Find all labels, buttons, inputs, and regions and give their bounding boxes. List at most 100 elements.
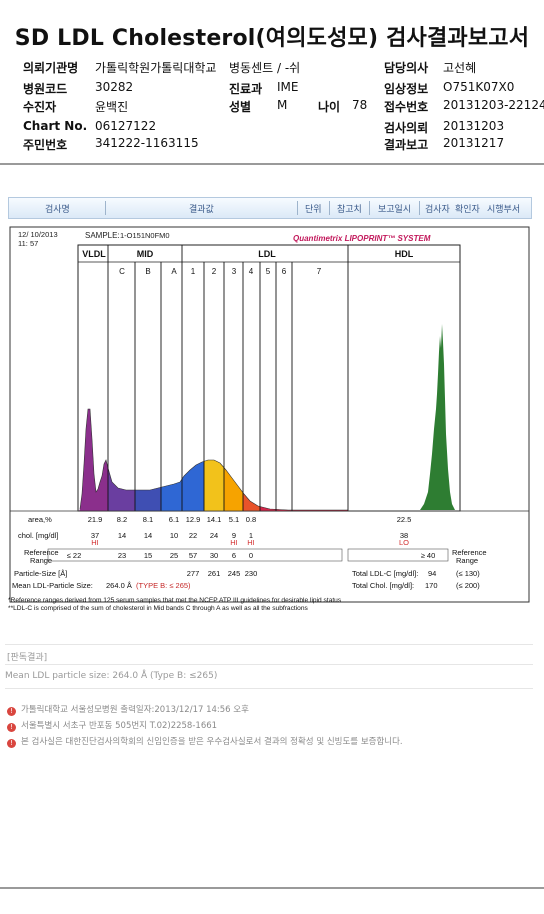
band-c-label: C [119, 267, 125, 276]
col-separator [369, 201, 370, 215]
footer-hospital: 가톨릭대학교 서울성모병원 출력일자:2013/12/17 14:56 오후 [21, 705, 249, 715]
mean-type: (TYPE B: ≤ 265) [136, 581, 191, 590]
area-value: 0.8 [246, 515, 256, 524]
footer-divider [5, 688, 533, 689]
sex-value: M [277, 98, 288, 112]
peak-band-4 [182, 461, 204, 511]
area-value: 12.9 [186, 515, 201, 524]
area-value: 8.2 [117, 515, 127, 524]
total-ldl-value: 94 [428, 569, 436, 578]
sex-label: 성별 [229, 100, 252, 114]
band-2-label: 2 [212, 267, 217, 276]
area-value: 5.1 [229, 515, 239, 524]
reference-box [47, 548, 343, 562]
resident-label: 주민번호 [23, 138, 68, 152]
footer-line-1: ! 가톨릭대학교 서울성모병원 출력일자:2013/12/17 14:56 오후 [7, 703, 249, 716]
chol-value: 1 [249, 531, 253, 540]
hdl-peak [420, 324, 455, 510]
area-value: 22.5 [397, 515, 412, 524]
peak-band-3 [161, 479, 182, 511]
doctor-value: 고선혜 [443, 61, 477, 75]
bullet-icon: ! [7, 723, 16, 732]
col-report-date: 보고일시 [378, 205, 412, 215]
footnote-1: *Reference ranges derived from 125 serum… [8, 597, 342, 604]
dept-value: IME [277, 80, 299, 94]
peak-band-1 [108, 468, 135, 511]
brand-label: Quantimetrix LIPOPRINT™ SYSTEM [293, 234, 431, 243]
interpretation-header: [판독결과] [7, 653, 48, 663]
flag-value: HI [91, 538, 99, 547]
col-separator [419, 201, 420, 215]
band-5-label: 5 [266, 267, 271, 276]
area-value: 21.9 [88, 515, 103, 524]
footer-certification: 본 검사실은 대한진단검사의학회의 신임인증을 받은 우수검사실로서 결과의 정… [21, 737, 403, 747]
reference-value: 15 [144, 551, 152, 560]
resident-value: 341222-1163115 [95, 136, 199, 150]
request-value: 20131203 [443, 119, 505, 133]
report-title: SD LDL Cholesterol(여의도성모) 검사결과보고서 [14, 26, 530, 51]
dept-label: 진료과 [229, 82, 263, 96]
chol-row-label: chol. [mg/dl] [18, 531, 58, 540]
patient-label: 수진자 [23, 100, 57, 114]
clinical-label: 임상정보 [384, 82, 429, 96]
electropherogram-peaks [78, 324, 455, 511]
chart-label: Chart No. [23, 119, 88, 133]
hdl-label: HDL [395, 249, 414, 259]
band-6-label: 6 [282, 267, 287, 276]
col-test-name: 검사명 [45, 205, 70, 215]
col-unit: 단위 [305, 205, 322, 215]
particle-row-label: Particle-Size [Å] [14, 569, 67, 578]
footer-line-3: ! 본 검사실은 대한진단검사의학회의 신임인증을 받은 우수검사실로서 결과의 … [7, 735, 403, 748]
col-confirmer: 확인자 [455, 205, 480, 215]
band-a-label: A [171, 267, 177, 276]
footnote-2: **LDL-C is comprised of the sum of chole… [8, 605, 308, 612]
reference-value: ≥ 40 [421, 551, 436, 560]
ward-value: 병동센트 / -쉬 [229, 61, 301, 75]
ref-row-label-2: Range [30, 556, 52, 565]
bottom-divider [0, 887, 544, 889]
area-value: 8.1 [143, 515, 153, 524]
flag-value: LO [399, 538, 409, 547]
mean-value: 264.0 Å [106, 581, 132, 590]
col-requester: 시행부서 [487, 205, 521, 215]
peak-band-6 [224, 467, 243, 511]
ref-row-label-1: Reference [24, 548, 59, 557]
reference-value: ≤ 22 [67, 551, 82, 560]
band-1-label: 1 [191, 267, 196, 276]
area-row-label: area,% [28, 515, 52, 524]
flag-value: HI [230, 538, 238, 547]
chol-value: 24 [210, 531, 218, 540]
report-label: 결과보고 [384, 138, 429, 152]
interpretation-text: Mean LDL particle size: 264.0 Å (Type B:… [5, 671, 218, 681]
peak-band-2 [135, 487, 161, 511]
particle-value: 230 [245, 569, 258, 578]
mid-label: MID [137, 249, 154, 259]
particle-value: 261 [208, 569, 221, 578]
reference-value: 23 [118, 551, 126, 560]
chol-value: 38 [400, 531, 408, 540]
total-ldl-ref: (≤ 130) [456, 569, 480, 578]
run-time: 11: 57 [18, 239, 38, 248]
result-table-header: 검사명 결과값 단위 참고치 보고일시 검사자 확인자 시행부서 [8, 197, 532, 219]
band-7-label: 7 [317, 267, 322, 276]
result-value-grid: 21.9 8.2 8.1 6.1 12.9 14.1 5.1 0.8 22.537 14 14 10 2… [67, 515, 436, 578]
clinical-value: O751K07X0 [443, 80, 515, 94]
chol-value: 14 [144, 531, 152, 540]
age-value: 78 [352, 98, 368, 112]
interpretation-body: Mean LDL particle size: 264.0 Å (Type B:… [5, 664, 533, 681]
institution-value: 가톨릭학원가톨릭대학교 [95, 61, 217, 75]
total-chol-value: 170 [425, 581, 438, 590]
reference-value: 57 [189, 551, 197, 560]
band-b-label: B [145, 267, 150, 276]
area-value: 6.1 [169, 515, 179, 524]
chol-value: 22 [189, 531, 197, 540]
col-separator [297, 201, 298, 215]
sample-label: SAMPLE: [85, 231, 120, 240]
footer-line-2: ! 서울특별시 서초구 반포동 505번지 T.02)2258-1661 [7, 719, 217, 732]
run-date: 12/ 10/2013 [18, 230, 58, 239]
reference-value: 0 [249, 551, 253, 560]
peak-band-5 [204, 460, 224, 511]
chol-value: 9 [232, 531, 236, 540]
reference-value: 25 [170, 551, 178, 560]
hospital-code-label: 병원코드 [23, 82, 68, 96]
